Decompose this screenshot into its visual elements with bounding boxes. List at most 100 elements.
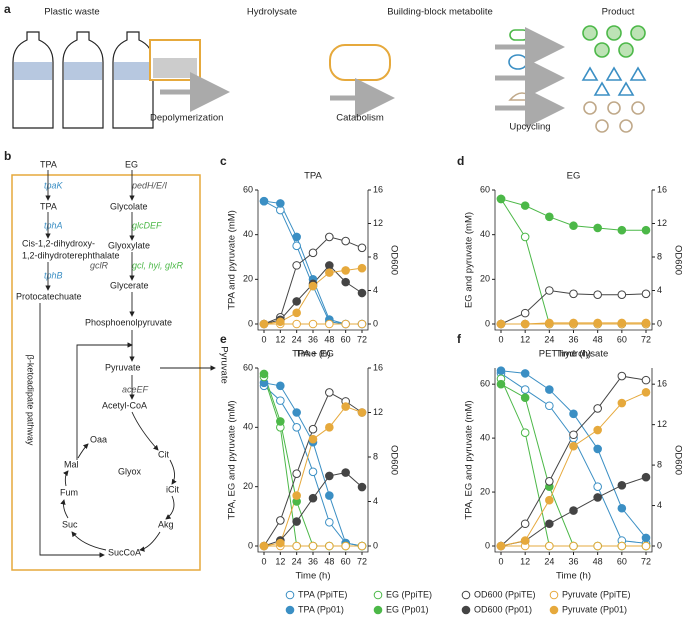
y-tick-label: 20 <box>480 274 490 284</box>
node: Pyruvate <box>105 362 141 372</box>
panel-label: c <box>220 154 227 168</box>
x-tick-label: 48 <box>324 334 334 344</box>
arrows <box>39 170 216 558</box>
node: Phosphoenolpyruvate <box>85 317 172 327</box>
data-point <box>520 319 530 329</box>
x-tick-label: 24 <box>292 334 302 344</box>
data-point <box>520 393 530 402</box>
node: TPA <box>40 159 57 169</box>
step-label: Plastic waste <box>44 7 99 18</box>
process-label: Depolymerization <box>150 113 223 124</box>
data-point <box>292 232 301 242</box>
data-point <box>325 423 334 432</box>
y2-tick-label: 0 <box>373 318 378 328</box>
series-line <box>263 472 363 547</box>
y-tick-label: 0 <box>485 540 490 550</box>
data-point <box>276 317 285 327</box>
y-tick-label: 40 <box>480 432 490 442</box>
data-point <box>593 290 602 299</box>
legend-marker <box>461 590 471 600</box>
y2-tick-label: 16 <box>657 184 667 194</box>
data-point <box>545 286 554 295</box>
data-point <box>569 541 578 551</box>
legend-label: OD600 (PpiTE) <box>474 589 536 599</box>
data-point <box>520 369 530 378</box>
data-point <box>641 375 651 385</box>
y2-tick-label: 8 <box>373 451 378 461</box>
x-tick-label: 36 <box>308 556 318 566</box>
y-tick-label: 40 <box>243 422 253 432</box>
panel-label: f <box>457 332 462 346</box>
data-point <box>641 387 651 397</box>
data-point <box>617 371 627 381</box>
data-point <box>276 199 285 208</box>
x-tick-label: 36 <box>568 556 578 566</box>
y2-tick-label: 16 <box>373 362 383 372</box>
legend-marker <box>285 605 295 615</box>
x-tick-label: 48 <box>593 556 603 566</box>
x-axis-label: Time (h) <box>295 571 330 582</box>
data-point <box>259 369 269 379</box>
y-axis-label: TPA and pyruvate (mM) <box>227 210 238 310</box>
loop-label: β-ketoadipate pathway <box>26 355 36 446</box>
y2-tick-label: 16 <box>657 379 667 389</box>
data-point <box>545 519 554 529</box>
data-point <box>292 308 301 318</box>
node: Glycolate <box>110 201 148 211</box>
data-point <box>520 201 530 210</box>
data-point <box>641 318 651 328</box>
x-axis-label: Time (h) <box>556 571 591 582</box>
data-point <box>259 196 269 206</box>
data-point <box>617 398 627 408</box>
bottles <box>12 31 154 129</box>
chart-title: TPA + EG <box>292 349 334 360</box>
panel-label: e <box>220 332 227 346</box>
data-point <box>341 277 350 287</box>
step-label: Product <box>602 7 635 18</box>
gene: gcl, hyi, glxR <box>132 260 184 270</box>
data-point <box>520 232 530 242</box>
gene: gclR <box>90 260 109 270</box>
node: 1,2-dihydroterephthalate <box>22 250 120 260</box>
pathway-box <box>11 174 201 571</box>
node: iCit <box>166 484 179 494</box>
y2-tick-label: 4 <box>657 500 662 510</box>
node: Oaa <box>90 434 107 444</box>
y2-axis-label: OD600 <box>388 245 399 275</box>
legend-label: EG (Pp01) <box>386 604 429 614</box>
data-point <box>593 541 602 551</box>
data-point <box>641 541 651 551</box>
node: Glyox <box>118 466 142 476</box>
data-point <box>496 541 506 551</box>
data-point <box>520 308 530 318</box>
data-point <box>545 476 554 486</box>
x-tick-label: 72 <box>357 334 367 344</box>
data-point <box>496 366 506 375</box>
panel-b: b TPA tpaK TPA tphA Cis-1,2-dihydroxy- 1… <box>4 149 229 571</box>
data-point <box>357 263 367 273</box>
node: Acetyl-CoA <box>102 400 147 410</box>
data-point <box>357 288 367 298</box>
series-line <box>263 200 362 325</box>
data-point <box>593 404 602 413</box>
gene: aceEF <box>122 384 149 394</box>
data-point <box>325 388 334 397</box>
y-tick-label: 60 <box>480 379 490 389</box>
x-tick-label: 36 <box>308 334 318 344</box>
node: Mal <box>64 459 79 469</box>
y2-tick-label: 4 <box>373 285 378 295</box>
data-point <box>357 541 367 551</box>
process-label: Upcycling <box>509 122 550 133</box>
data-point <box>593 223 602 233</box>
node: Protocatechuate <box>16 291 82 301</box>
data-point <box>617 225 627 235</box>
data-point <box>308 467 318 477</box>
data-point <box>496 379 506 389</box>
legend-marker <box>461 605 471 615</box>
y2-tick-label: 4 <box>373 496 378 506</box>
data-point <box>325 491 334 500</box>
data-point <box>641 472 651 482</box>
